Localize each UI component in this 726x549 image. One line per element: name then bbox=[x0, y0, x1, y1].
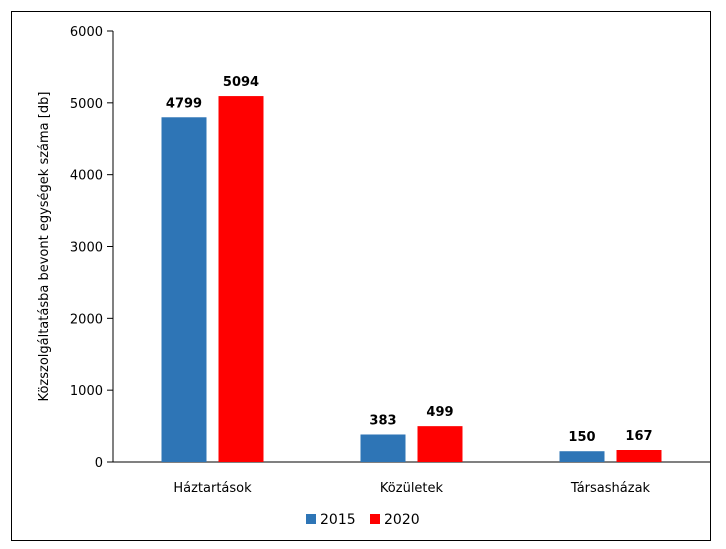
legend-swatch-2015 bbox=[306, 514, 316, 524]
bar-2015 bbox=[559, 451, 605, 462]
legend-swatch-2020 bbox=[370, 514, 380, 524]
data-labels: 4799 5094 383 499 150 167 bbox=[166, 75, 653, 445]
data-label: 4799 bbox=[166, 96, 202, 111]
y-tick-label: 3000 bbox=[70, 241, 103, 256]
bar-2020 bbox=[616, 450, 662, 462]
bar-2020 bbox=[218, 96, 264, 463]
y-tick-label: 5000 bbox=[70, 97, 103, 112]
y-tick-label: 4000 bbox=[70, 169, 103, 184]
bar-2015 bbox=[161, 117, 207, 462]
y-tick-label: 0 bbox=[95, 456, 103, 471]
legend-label: 2020 bbox=[384, 512, 420, 528]
x-axis: Háztartások Közületek Társasházak bbox=[113, 461, 710, 496]
legend: 2015 2020 bbox=[306, 512, 420, 528]
x-tick-label: Közületek bbox=[380, 481, 444, 496]
bars bbox=[161, 96, 662, 463]
bar-2015 bbox=[360, 434, 406, 462]
x-tick-label: Társasházak bbox=[570, 481, 651, 496]
data-label: 5094 bbox=[223, 75, 259, 90]
y-tick-label: 6000 bbox=[70, 25, 103, 40]
data-label: 167 bbox=[625, 429, 652, 444]
y-tick-label: 2000 bbox=[70, 312, 103, 327]
data-label: 499 bbox=[426, 405, 453, 420]
data-label: 150 bbox=[568, 430, 595, 445]
y-axis-label: Közszolgáltatásba bevont egységek száma … bbox=[37, 92, 52, 402]
legend-label: 2015 bbox=[320, 512, 356, 528]
y-axis: 0 1000 2000 3000 4000 5000 6000 bbox=[70, 25, 114, 471]
x-tick-label: Háztartások bbox=[173, 481, 252, 496]
data-label: 383 bbox=[369, 413, 396, 428]
bar-2020 bbox=[417, 426, 463, 462]
y-tick-label: 1000 bbox=[70, 384, 103, 399]
